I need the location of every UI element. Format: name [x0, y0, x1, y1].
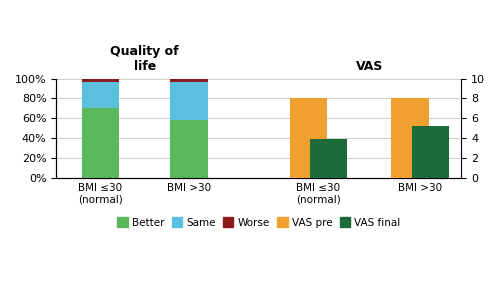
Bar: [290, 99, 327, 178]
Bar: [170, 79, 207, 81]
Bar: [82, 81, 119, 108]
Text: VAS: VAS: [356, 60, 383, 73]
Bar: [82, 79, 119, 81]
Bar: [170, 120, 207, 178]
Bar: [392, 99, 428, 178]
Bar: [310, 139, 347, 178]
Legend: Better, Same, Worse, VAS pre, VAS final: Better, Same, Worse, VAS pre, VAS final: [113, 213, 405, 232]
Bar: [412, 126, 449, 178]
Bar: [82, 108, 119, 178]
Text: Quality of
life: Quality of life: [110, 45, 179, 73]
Bar: [170, 81, 207, 120]
